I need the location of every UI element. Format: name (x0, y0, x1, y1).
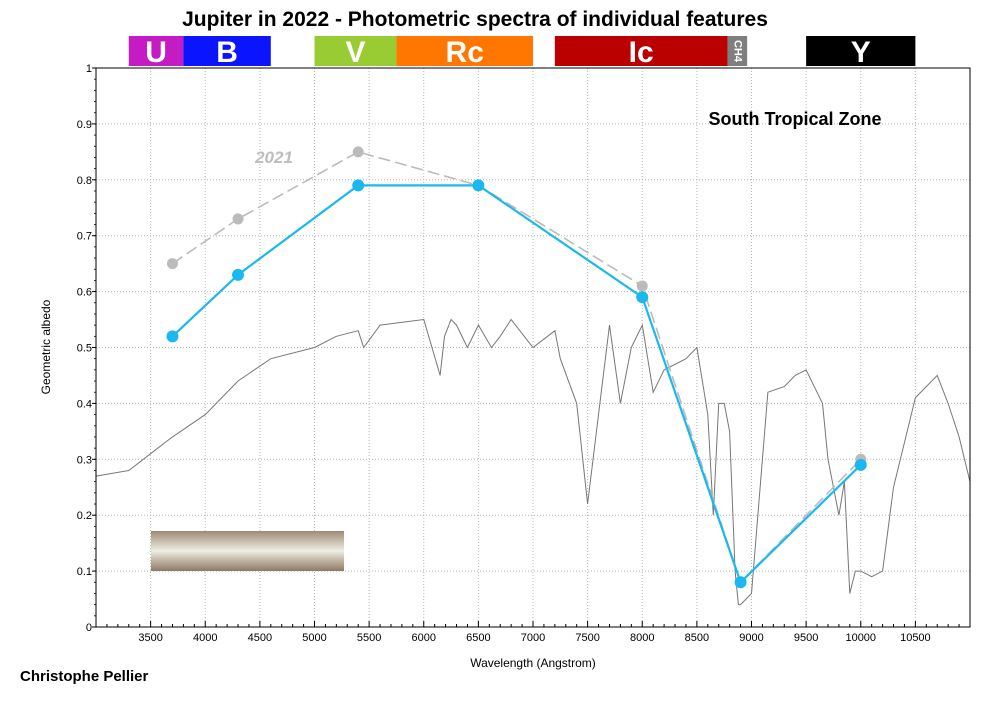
data-point-2022 (854, 458, 867, 471)
data-point-2022 (472, 179, 485, 192)
filter-band-label: B (216, 36, 238, 69)
y-tick-label: 0.2 (77, 510, 92, 522)
filter-band-label: U (145, 36, 167, 69)
data-point-2021 (232, 213, 244, 225)
x-tick-label: 10500 (900, 632, 931, 644)
series-line-reference-spectrum (95, 318, 971, 606)
x-tick-label: 4000 (193, 632, 217, 644)
data-point-2021 (166, 258, 178, 270)
filter-band-label: CH4 (731, 40, 743, 63)
x-tick-label: 6000 (412, 632, 436, 644)
filter-band-label: V (345, 36, 365, 69)
x-tick-label: 8500 (685, 632, 709, 644)
filter-band-y (806, 36, 916, 66)
data-point-2021 (352, 146, 364, 158)
y-tick-label: 1 (86, 63, 92, 75)
axes: 3500 4000 4500 5000 5500 6000 6500 7000 7500 8000… (77, 63, 971, 644)
x-tick-label: 9500 (794, 632, 818, 644)
filter-band-ch4 (727, 36, 748, 66)
series-layer (95, 146, 971, 606)
x-axis-title: Wavelength (Angstrom) (470, 656, 596, 670)
filter-band-rc (396, 36, 533, 66)
filter-bands: U B V Rc Ic CH4 Y (128, 36, 916, 69)
data-point-2022 (636, 291, 649, 304)
filter-band-label: Y (851, 36, 871, 69)
filter-band-label: Rc (446, 36, 484, 69)
filter-band-v (314, 36, 397, 66)
filter-band-u (128, 36, 184, 66)
feature-thumbnail (151, 531, 344, 571)
y-tick-label: 0.5 (77, 343, 92, 355)
x-tick-label: 7500 (575, 632, 599, 644)
x-tick-label: 4500 (248, 632, 272, 644)
filter-band-b (183, 36, 271, 66)
y-tick-label: 0.4 (77, 398, 92, 410)
x-tick-label: 7000 (521, 632, 545, 644)
author-credit: Christophe Pellier (20, 668, 149, 685)
x-tick-label: 5500 (357, 632, 381, 644)
data-point-2022 (232, 268, 245, 281)
y-tick-label: 0.3 (77, 454, 92, 466)
y-tick-label: 0 (86, 622, 92, 634)
data-point-2022 (166, 330, 179, 343)
chart-title: Jupiter in 2022 - Photometric spectra of… (182, 8, 768, 31)
x-tick-label: 6500 (466, 632, 490, 644)
data-point-2022 (352, 179, 365, 192)
filter-band-ic (554, 36, 728, 66)
data-point-2021 (636, 280, 648, 292)
x-tick-label: 8000 (630, 632, 654, 644)
y-tick-label: 0.7 (77, 231, 92, 243)
y-tick-label: 0.6 (77, 287, 92, 299)
x-tick-label: 9000 (739, 632, 763, 644)
y-tick-label: 0.8 (77, 175, 92, 187)
y-tick-label: 0.9 (77, 119, 92, 131)
feature-annotation: South Tropical Zone (708, 109, 881, 129)
x-tick-label: 5000 (302, 632, 326, 644)
x-tick-label: 10000 (845, 632, 876, 644)
filter-band-label: Ic (629, 36, 654, 69)
data-point-2022 (734, 576, 747, 589)
y-axis-title: Geometric albedo (39, 299, 53, 394)
series-2021-label: 2021 (254, 148, 293, 167)
x-tick-label: 3500 (138, 632, 162, 644)
y-tick-label: 0.1 (77, 566, 92, 578)
